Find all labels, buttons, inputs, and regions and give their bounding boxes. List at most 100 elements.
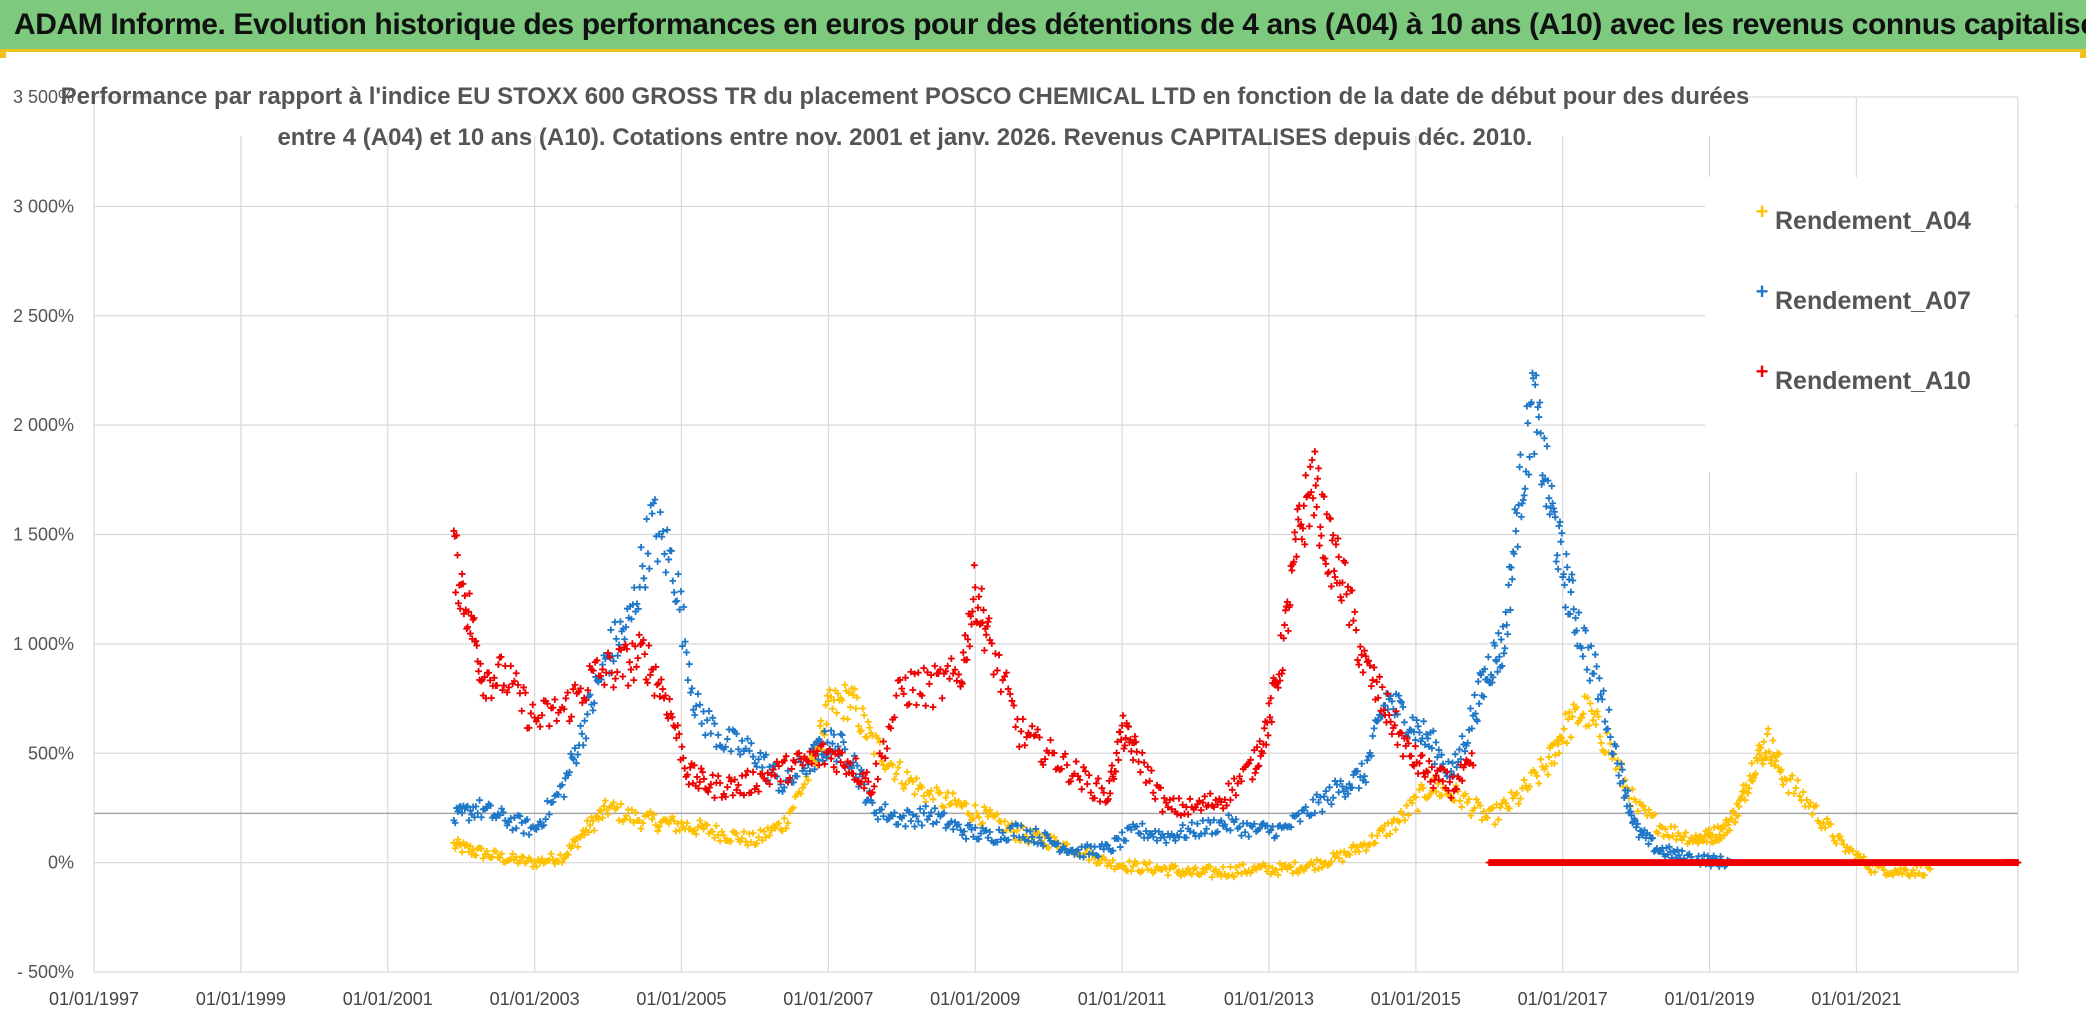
data-point xyxy=(1403,802,1411,809)
data-point xyxy=(845,689,853,697)
data-point xyxy=(1225,780,1232,787)
data-point xyxy=(1004,836,1012,844)
data-point xyxy=(838,749,846,756)
data-point xyxy=(1100,789,1108,797)
data-point xyxy=(1015,743,1023,751)
data-point xyxy=(744,767,751,775)
data-point xyxy=(775,762,783,770)
data-point xyxy=(1331,573,1339,581)
data-point xyxy=(896,758,904,766)
data-point xyxy=(931,662,939,670)
data-point xyxy=(1374,716,1382,724)
data-point xyxy=(797,790,805,798)
data-point xyxy=(1553,551,1561,559)
data-point xyxy=(668,713,676,721)
y-tick-label: 1 000% xyxy=(13,634,74,654)
data-point xyxy=(1494,668,1501,676)
data-point xyxy=(780,757,788,764)
data-point xyxy=(569,685,577,693)
data-point xyxy=(520,829,527,837)
data-point xyxy=(1157,784,1165,792)
data-point xyxy=(1669,832,1677,840)
data-point xyxy=(1236,823,1243,831)
data-point xyxy=(545,856,553,864)
data-point xyxy=(613,804,621,811)
data-point xyxy=(1091,794,1098,802)
data-point xyxy=(997,836,1005,843)
data-point xyxy=(1322,560,1330,568)
data-point xyxy=(646,671,654,679)
data-point xyxy=(1327,857,1335,865)
legend: + Rendement_A04 + Rendement_A07 + Rendem… xyxy=(1705,177,2015,472)
data-point xyxy=(590,827,598,834)
data-point xyxy=(1544,771,1552,779)
data-point xyxy=(1074,772,1082,780)
data-point xyxy=(492,848,500,856)
data-point xyxy=(1411,736,1419,744)
data-point xyxy=(1395,818,1403,826)
data-point xyxy=(1219,804,1227,812)
legend-marker-a07: + xyxy=(1756,279,1769,304)
data-point xyxy=(982,631,990,639)
x-tick-label: 01/01/2001 xyxy=(343,989,433,1009)
data-point xyxy=(477,660,484,668)
data-point xyxy=(1102,856,1109,864)
data-point xyxy=(1006,690,1014,698)
data-point xyxy=(913,775,920,782)
data-point xyxy=(1140,759,1148,767)
data-point xyxy=(1054,839,1062,847)
data-point xyxy=(1288,567,1296,574)
data-point xyxy=(626,816,634,824)
data-point xyxy=(760,828,768,835)
data-point xyxy=(1724,821,1732,829)
data-point xyxy=(498,805,505,813)
data-point xyxy=(1133,860,1141,867)
data-point xyxy=(1378,683,1386,691)
data-point xyxy=(1457,755,1465,763)
data-point xyxy=(533,825,540,833)
data-point xyxy=(881,754,889,762)
data-point xyxy=(1392,707,1400,715)
data-point xyxy=(512,669,520,677)
data-point xyxy=(709,828,717,836)
data-point xyxy=(1514,543,1522,551)
data-point xyxy=(1148,767,1155,774)
data-point xyxy=(1565,576,1573,583)
data-point xyxy=(1645,806,1653,814)
data-point xyxy=(936,666,944,673)
data-point xyxy=(639,562,646,570)
data-point xyxy=(1269,864,1277,872)
data-point xyxy=(857,778,865,786)
data-point xyxy=(1363,756,1371,764)
data-point xyxy=(1316,542,1323,549)
data-point xyxy=(1567,733,1575,741)
data-point xyxy=(1451,750,1459,758)
data-point xyxy=(1109,857,1117,864)
data-point xyxy=(1348,784,1356,791)
data-point xyxy=(1323,510,1331,518)
data-point xyxy=(635,631,643,639)
data-point xyxy=(1708,831,1716,839)
data-point xyxy=(703,821,711,829)
data-point xyxy=(1302,471,1310,479)
data-point xyxy=(1179,821,1187,829)
data-point xyxy=(804,757,812,765)
data-point xyxy=(1926,865,1934,873)
data-point xyxy=(1645,840,1652,848)
data-point xyxy=(1544,477,1552,485)
data-point xyxy=(527,856,535,864)
data-point xyxy=(1502,608,1510,616)
data-point xyxy=(1329,794,1337,802)
data-point xyxy=(872,809,880,817)
data-point xyxy=(1762,749,1769,757)
data-point xyxy=(597,807,605,815)
data-point xyxy=(1615,772,1623,779)
data-point xyxy=(1520,776,1528,784)
data-point xyxy=(652,663,660,671)
data-point xyxy=(841,763,849,771)
data-point xyxy=(1880,866,1888,874)
data-point xyxy=(1335,788,1343,796)
data-point xyxy=(853,762,861,770)
data-point xyxy=(1225,811,1232,819)
data-point xyxy=(1503,621,1511,629)
